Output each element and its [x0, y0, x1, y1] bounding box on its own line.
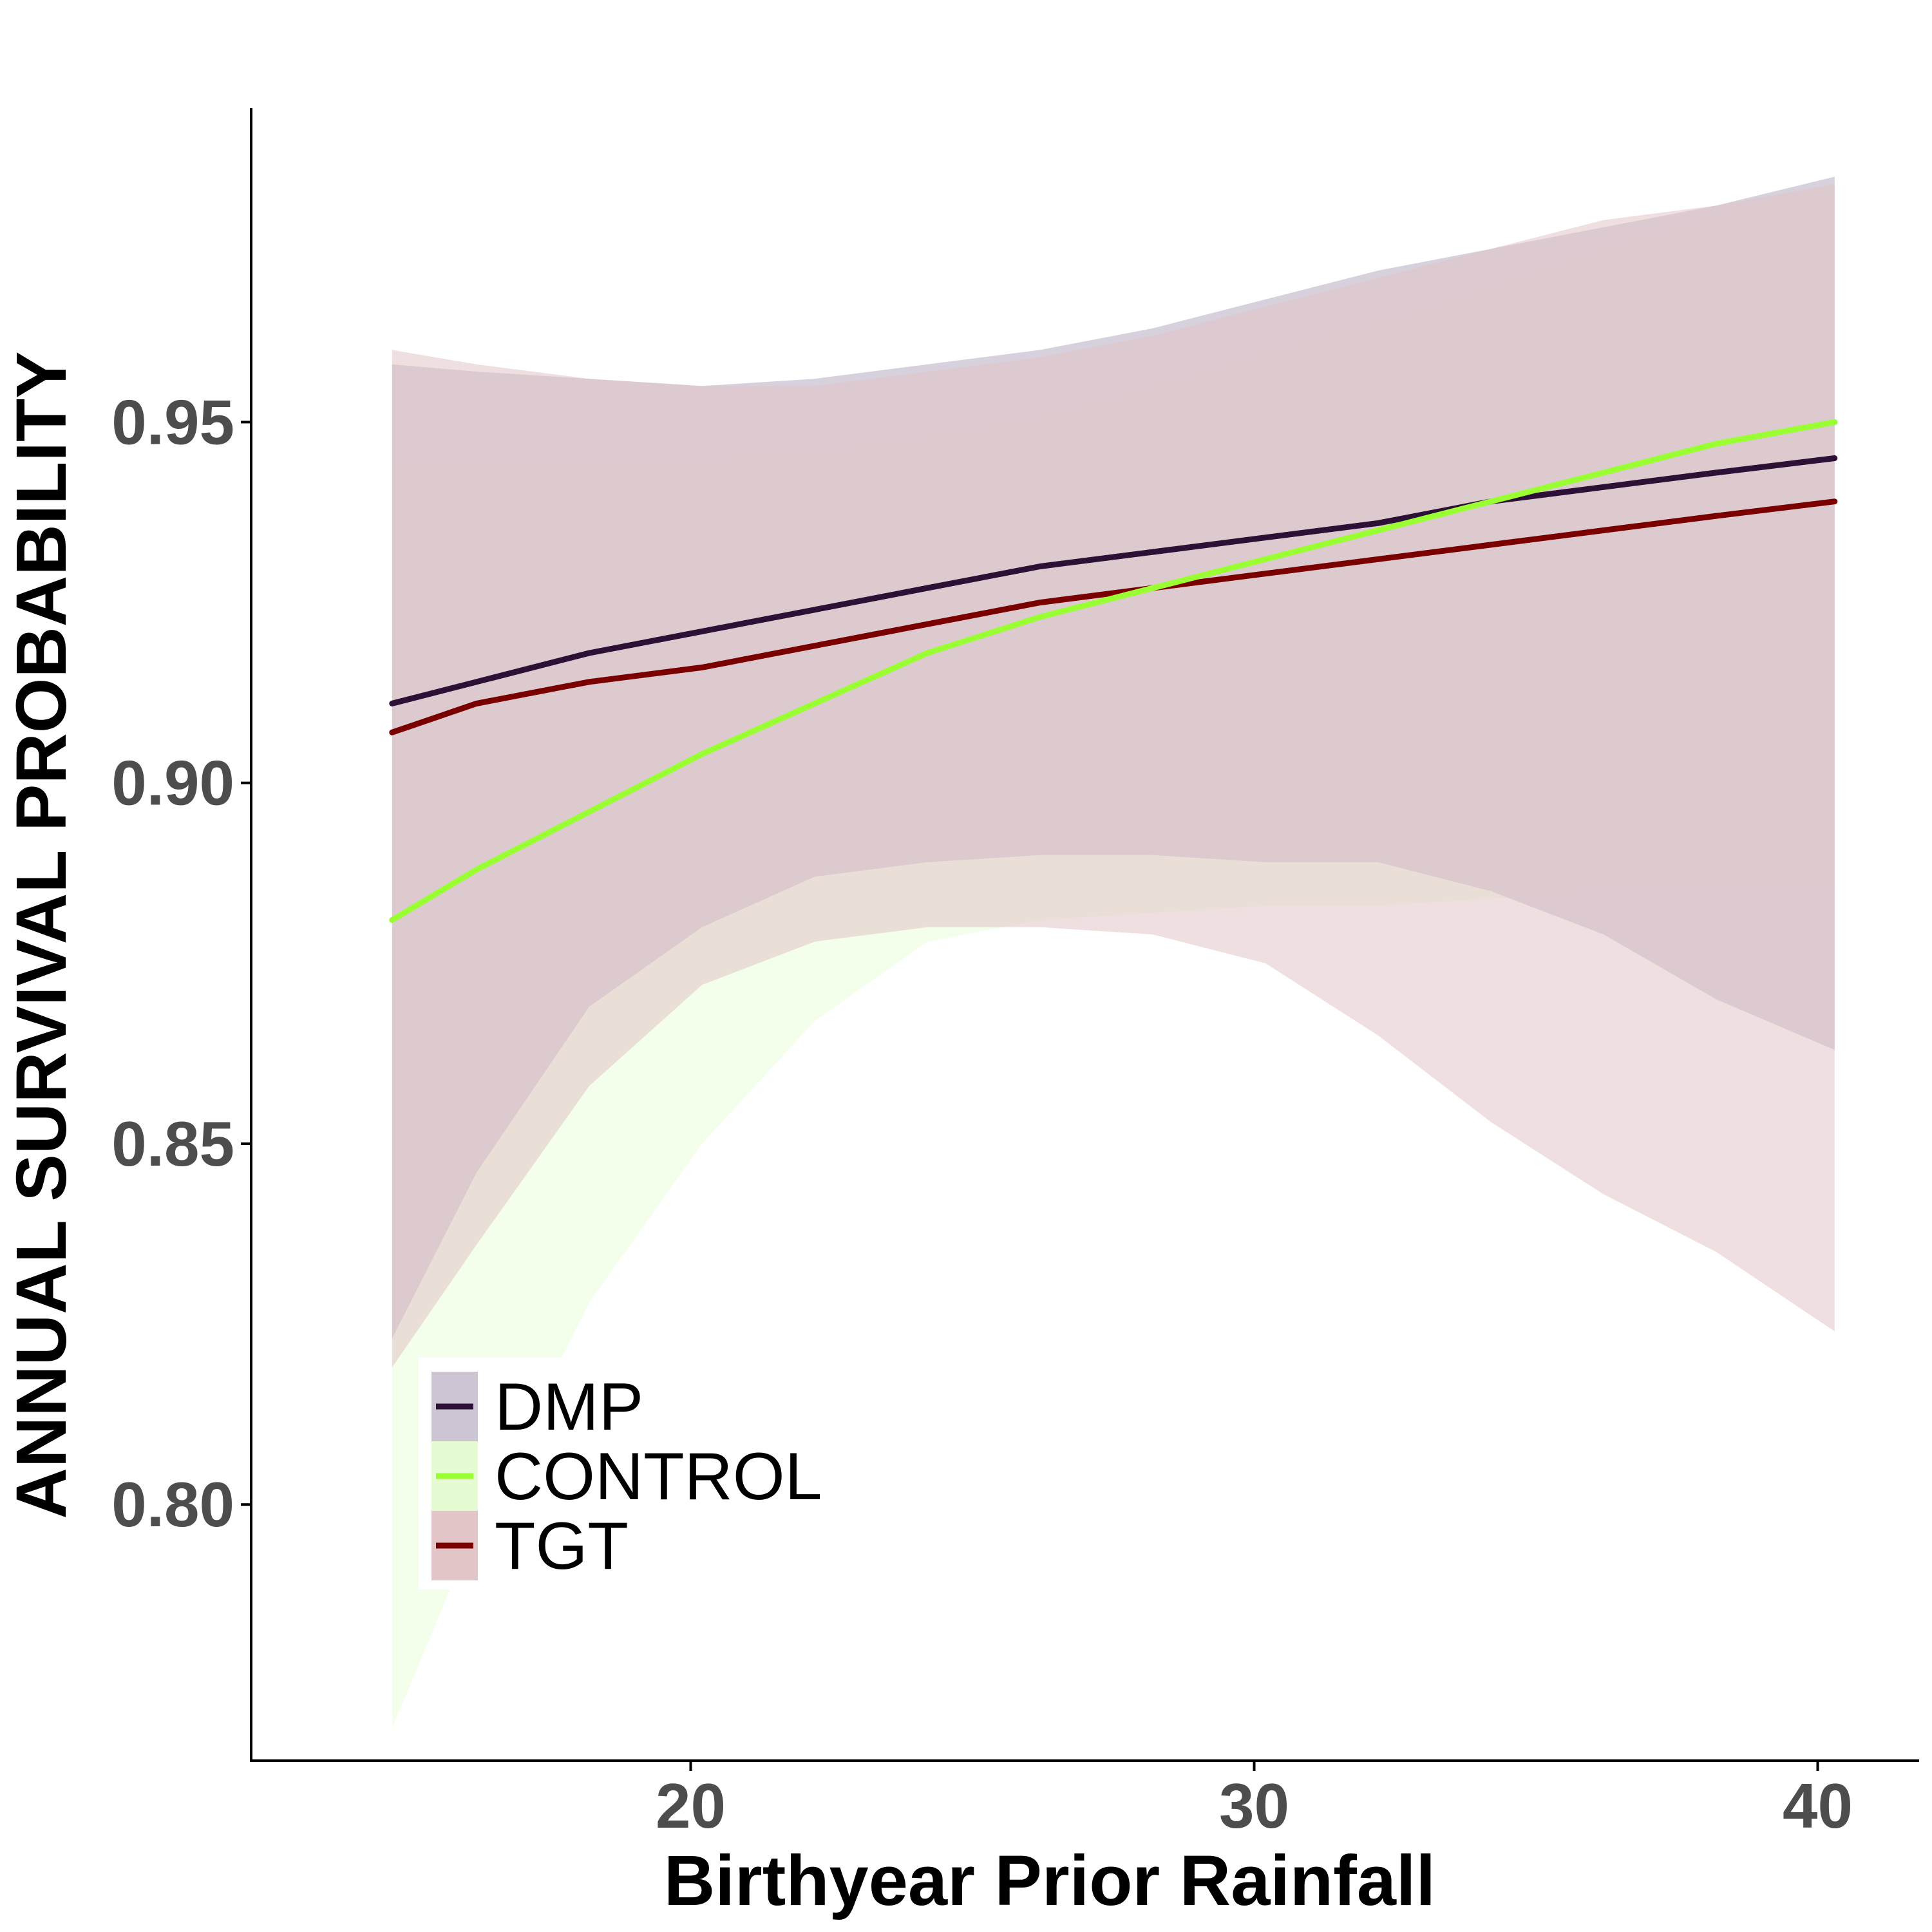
- legend-label-dmp: DMP: [495, 1370, 643, 1444]
- tgt-line: [389, 498, 1838, 735]
- legend-label-tgt: TGT: [495, 1509, 629, 1584]
- control-line: [389, 419, 1838, 923]
- y-axis-ticks: 0.80 0.85 0.90 0.95: [111, 386, 251, 1540]
- y-axis-title: ANNUAL SURVIVAL PROBABILITY: [2, 351, 81, 1519]
- x-tick-label: 40: [1783, 1770, 1853, 1841]
- y-tick-label: 0.85: [111, 1108, 234, 1179]
- series-lines: [389, 419, 1838, 923]
- x-tick-label: 30: [1219, 1770, 1289, 1841]
- legend-background: [419, 1358, 869, 1589]
- confidence-ribbons: [392, 176, 1835, 1728]
- x-axis-ticks: 20 30 40: [656, 1761, 1853, 1841]
- x-tick-label: 20: [656, 1770, 726, 1841]
- y-tick-label: 0.80: [111, 1469, 234, 1540]
- y-tick-label: 0.95: [111, 386, 234, 457]
- tgt-confidence-ribbon: [392, 184, 1835, 1368]
- y-tick-label: 0.90: [111, 748, 234, 819]
- x-axis-title: Birthyear Prior Rainfall: [664, 1841, 1435, 1920]
- dmp-line: [389, 455, 1838, 706]
- legend-label-control: CONTROL: [495, 1439, 822, 1514]
